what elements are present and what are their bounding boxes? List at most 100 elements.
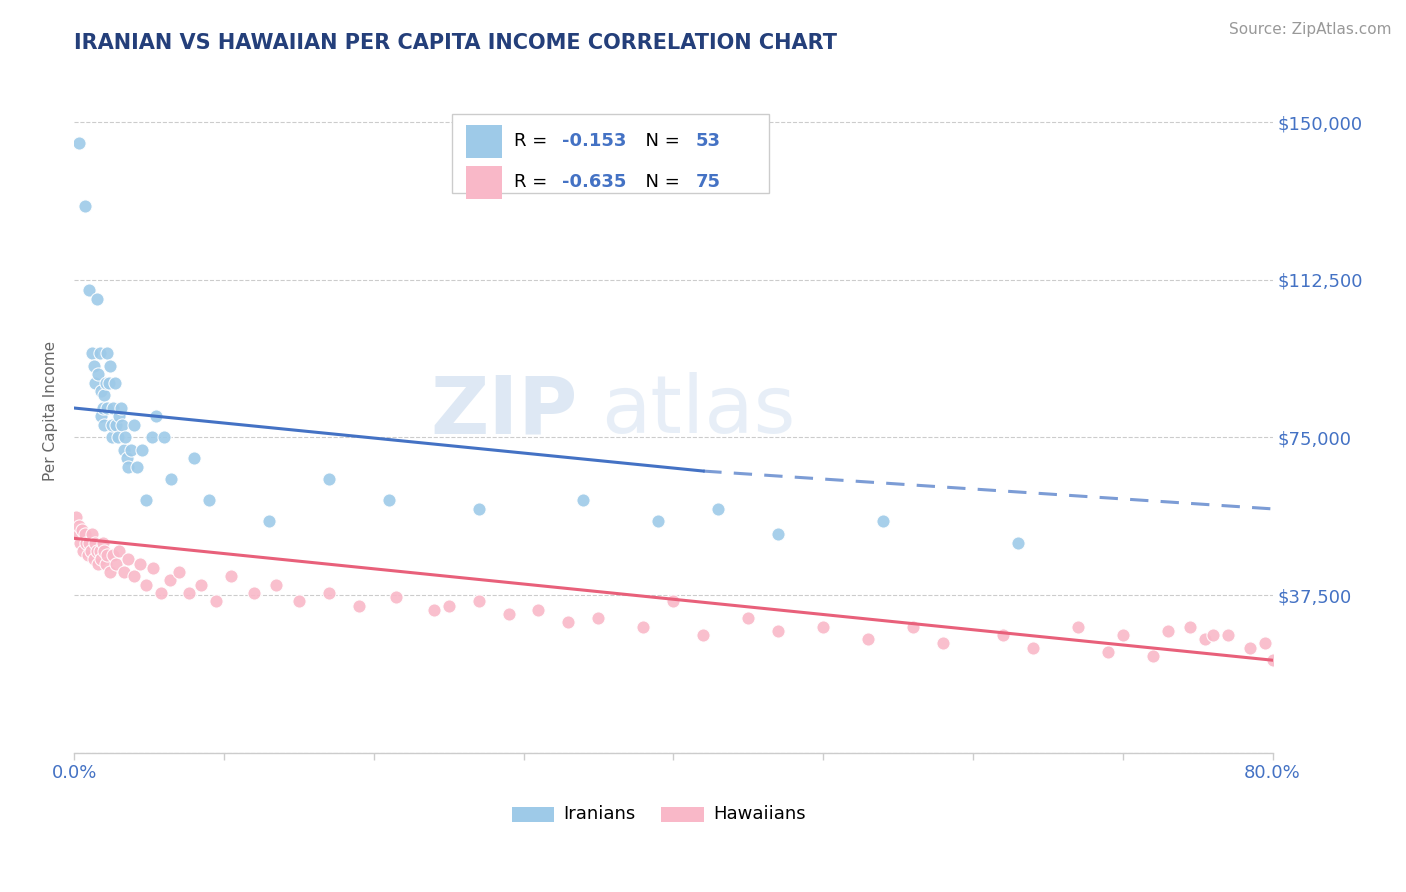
Bar xyxy=(512,806,554,822)
Point xyxy=(93,544,115,558)
Point xyxy=(129,557,152,571)
Point xyxy=(70,523,93,537)
Point xyxy=(347,599,370,613)
Point xyxy=(90,552,112,566)
Point xyxy=(647,515,669,529)
Point xyxy=(115,451,138,466)
Point xyxy=(73,527,96,541)
Point xyxy=(84,535,107,549)
Point xyxy=(145,409,167,424)
Text: 53: 53 xyxy=(696,132,721,151)
Text: R =: R = xyxy=(515,132,553,151)
Point xyxy=(385,590,408,604)
Bar xyxy=(465,166,502,199)
Point xyxy=(257,515,280,529)
Point xyxy=(105,417,128,432)
Point xyxy=(65,510,87,524)
Point xyxy=(160,473,183,487)
Point xyxy=(1007,535,1029,549)
Point xyxy=(467,594,489,608)
Point xyxy=(901,619,924,633)
Text: Hawaiians: Hawaiians xyxy=(713,805,806,823)
Point xyxy=(135,493,157,508)
Point xyxy=(77,283,100,297)
Point xyxy=(205,594,228,608)
Point xyxy=(318,586,340,600)
Point xyxy=(872,515,894,529)
Point xyxy=(100,430,122,444)
Point xyxy=(89,346,111,360)
Point xyxy=(69,535,91,549)
Point xyxy=(377,493,399,508)
Point xyxy=(72,544,94,558)
Point xyxy=(135,577,157,591)
Point xyxy=(1156,624,1178,638)
Point xyxy=(1178,619,1201,633)
Text: atlas: atlas xyxy=(602,372,796,450)
Bar xyxy=(465,125,502,158)
Point xyxy=(96,346,118,360)
Point xyxy=(737,611,759,625)
Point xyxy=(73,199,96,213)
Point xyxy=(1239,640,1261,655)
Point xyxy=(83,552,105,566)
Point xyxy=(112,565,135,579)
Point xyxy=(87,557,110,571)
Point xyxy=(112,443,135,458)
Point xyxy=(766,527,789,541)
Point xyxy=(83,359,105,373)
Point xyxy=(153,430,176,444)
Point xyxy=(101,401,124,415)
Point xyxy=(141,430,163,444)
Point xyxy=(122,569,145,583)
Point xyxy=(527,603,550,617)
Point xyxy=(125,459,148,474)
Point xyxy=(588,611,610,625)
Text: R =: R = xyxy=(515,173,553,192)
Point xyxy=(1194,632,1216,647)
Text: Source: ZipAtlas.com: Source: ZipAtlas.com xyxy=(1229,22,1392,37)
Point xyxy=(1142,648,1164,663)
Point xyxy=(94,376,117,390)
Point xyxy=(86,544,108,558)
Point xyxy=(94,557,117,571)
Point xyxy=(122,417,145,432)
Point xyxy=(1022,640,1045,655)
Point xyxy=(159,574,181,588)
Point xyxy=(91,401,114,415)
Point xyxy=(1261,653,1284,667)
Point xyxy=(101,548,124,562)
Point xyxy=(97,376,120,390)
Point xyxy=(100,417,122,432)
Point xyxy=(98,359,121,373)
Point xyxy=(111,417,134,432)
Y-axis label: Per Capita Income: Per Capita Income xyxy=(44,341,58,481)
Point xyxy=(183,451,205,466)
Text: N =: N = xyxy=(634,132,685,151)
Point xyxy=(991,628,1014,642)
Point xyxy=(76,548,98,562)
Point xyxy=(87,368,110,382)
Point xyxy=(856,632,879,647)
Point xyxy=(131,443,153,458)
Point xyxy=(190,577,212,591)
Point xyxy=(117,552,139,566)
Text: IRANIAN VS HAWAIIAN PER CAPITA INCOME CORRELATION CHART: IRANIAN VS HAWAIIAN PER CAPITA INCOME CO… xyxy=(75,33,837,53)
Point xyxy=(1097,645,1119,659)
Point xyxy=(80,346,103,360)
Text: Iranians: Iranians xyxy=(564,805,636,823)
Point xyxy=(66,527,89,541)
Point xyxy=(1067,619,1090,633)
Point xyxy=(67,136,90,151)
Point xyxy=(1216,628,1239,642)
Point xyxy=(318,473,340,487)
Point xyxy=(86,292,108,306)
Text: 75: 75 xyxy=(696,173,721,192)
Point xyxy=(91,535,114,549)
Point xyxy=(266,577,288,591)
Point xyxy=(89,544,111,558)
Text: -0.153: -0.153 xyxy=(562,132,626,151)
Point xyxy=(67,518,90,533)
Point xyxy=(167,565,190,579)
Point xyxy=(149,586,172,600)
